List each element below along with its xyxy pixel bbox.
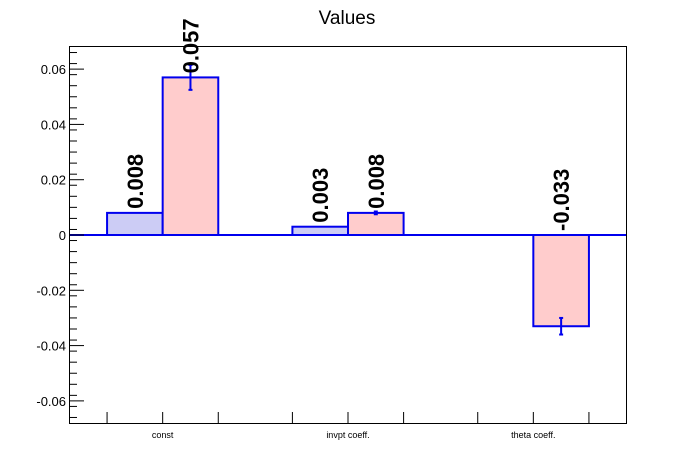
- data-label: 0.008: [123, 154, 148, 209]
- data-labels: 0.008 0.003 0.057 0.008 -0.033: [123, 18, 574, 231]
- chart-title: Values: [319, 8, 376, 29]
- y-tick-label: 0.06: [41, 62, 66, 77]
- y-tick-label: 0: [59, 228, 66, 243]
- data-label: -0.033: [549, 169, 574, 231]
- bar-const-s1: [106, 211, 164, 237]
- x-category-label: const: [152, 430, 174, 440]
- x-category-label: invpt coeff.: [326, 430, 369, 440]
- bar-invpt-coeff--s1: [291, 225, 349, 237]
- bar-invpt-coeff--s2: [347, 211, 405, 237]
- y-tick-label: 0.02: [41, 173, 66, 188]
- bars: [106, 63, 590, 336]
- data-label: 0.008: [364, 154, 389, 209]
- y-tick-label: -0.04: [36, 339, 66, 354]
- data-label: 0.057: [178, 18, 203, 73]
- plot-frame: [69, 46, 627, 424]
- x-category-label: theta coeff.: [511, 430, 555, 440]
- data-label: 0.003: [308, 168, 333, 223]
- y-tick-label: -0.06: [36, 394, 66, 409]
- y-tick-label: -0.02: [36, 283, 66, 298]
- bar-const-s2: [161, 76, 220, 237]
- y-tick-label: 0.04: [41, 117, 66, 132]
- axes: -0.06 -0.04 -0.02 0 0.02 0.04 0.06 const invpt c…: [36, 52, 626, 440]
- bar-theta-coeff--s2: [532, 234, 590, 328]
